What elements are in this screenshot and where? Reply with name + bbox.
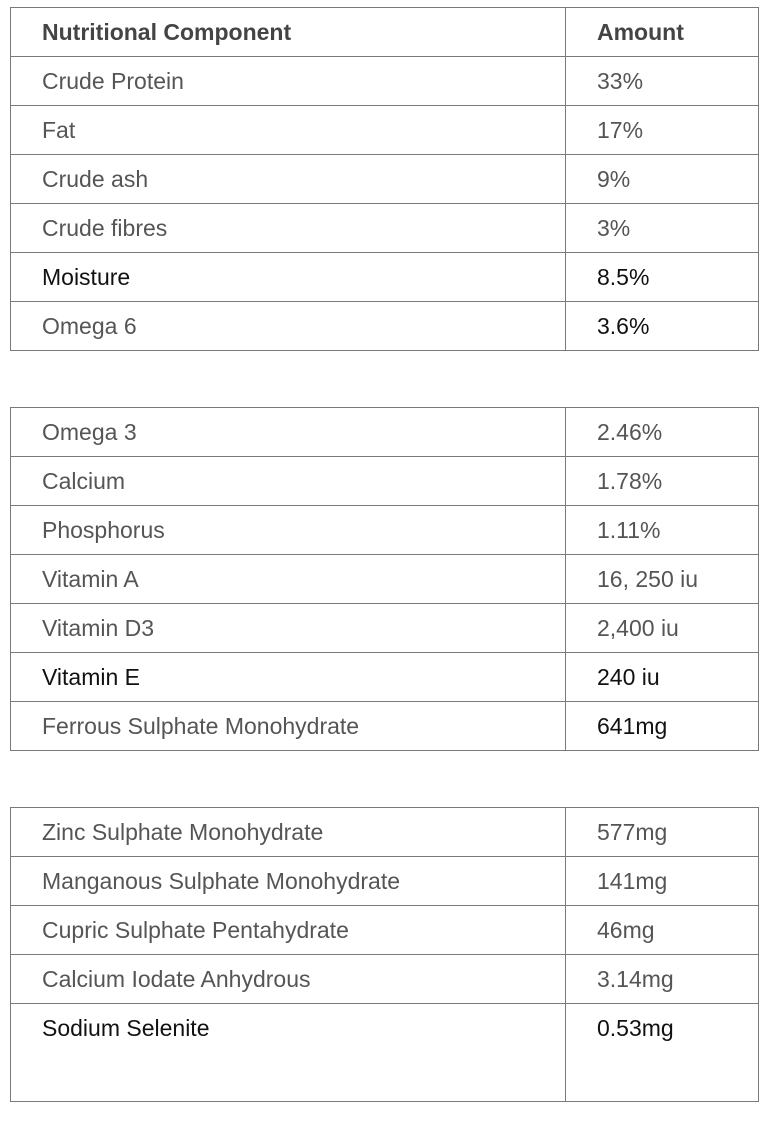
amount-cell: 17% [565, 105, 759, 155]
component-cell: Crude Protein [10, 56, 566, 106]
component-cell: Zinc Sulphate Monohydrate [10, 807, 566, 857]
table-row: Manganous Sulphate Monohydrate 141mg [10, 856, 759, 906]
amount-cell: 240 iu [565, 652, 759, 702]
component-cell: Ferrous Sulphate Monohydrate [10, 701, 566, 751]
table-row: Fat 17% [10, 105, 759, 155]
table-row: Omega 6 3.6% [10, 301, 759, 351]
component-cell: Omega 3 [10, 407, 566, 457]
table-row: Zinc Sulphate Monohydrate 577mg [10, 807, 759, 857]
table-row: Crude fibres 3% [10, 203, 759, 253]
component-cell: Cupric Sulphate Pentahydrate [10, 905, 566, 955]
table-row: Calcium Iodate Anhydrous 3.14mg [10, 954, 759, 1004]
amount-cell: 3.14mg [565, 954, 759, 1004]
table-row: Cupric Sulphate Pentahydrate 46mg [10, 905, 759, 955]
component-cell: Fat [10, 105, 566, 155]
component-cell: Phosphorus [10, 505, 566, 555]
amount-cell: 33% [565, 56, 759, 106]
table-header-row: Nutritional Component Amount [10, 7, 759, 57]
table-row: Moisture 8.5% [10, 252, 759, 302]
component-cell: Crude ash [10, 154, 566, 204]
amount-cell: 0.53mg [565, 1003, 759, 1102]
table-row: Vitamin D3 2,400 iu [10, 603, 759, 653]
amount-cell: 9% [565, 154, 759, 204]
nutrition-table-2: Omega 3 2.46% Calcium 1.78% Phosphorus 1… [10, 407, 759, 751]
amount-cell: 641mg [565, 701, 759, 751]
amount-cell: 141mg [565, 856, 759, 906]
component-cell: Manganous Sulphate Monohydrate [10, 856, 566, 906]
component-cell: Moisture [10, 252, 566, 302]
table-row: Calcium 1.78% [10, 456, 759, 506]
component-cell: Sodium Selenite [10, 1003, 566, 1102]
nutrition-table-3: Zinc Sulphate Monohydrate 577mg Manganou… [10, 807, 759, 1102]
nutrition-table-1: Nutritional Component Amount Crude Prote… [10, 7, 759, 351]
amount-cell: 46mg [565, 905, 759, 955]
table-row: Vitamin E 240 iu [10, 652, 759, 702]
component-cell: Crude fibres [10, 203, 566, 253]
amount-cell: 2,400 iu [565, 603, 759, 653]
amount-cell: 3.6% [565, 301, 759, 351]
table-row: Omega 3 2.46% [10, 407, 759, 457]
amount-cell: 1.78% [565, 456, 759, 506]
amount-cell: 2.46% [565, 407, 759, 457]
amount-cell: 1.11% [565, 505, 759, 555]
table-row: Ferrous Sulphate Monohydrate 641mg [10, 701, 759, 751]
header-amount: Amount [565, 7, 759, 57]
component-cell: Calcium [10, 456, 566, 506]
component-cell: Omega 6 [10, 301, 566, 351]
component-cell: Vitamin D3 [10, 603, 566, 653]
table-row: Vitamin A 16, 250 iu [10, 554, 759, 604]
table-row: Crude ash 9% [10, 154, 759, 204]
table-row: Crude Protein 33% [10, 56, 759, 106]
amount-cell: 16, 250 iu [565, 554, 759, 604]
amount-cell: 8.5% [565, 252, 759, 302]
amount-cell: 3% [565, 203, 759, 253]
header-nutritional-component: Nutritional Component [10, 7, 566, 57]
amount-cell: 577mg [565, 807, 759, 857]
component-cell: Vitamin E [10, 652, 566, 702]
component-cell: Vitamin A [10, 554, 566, 604]
table-row: Sodium Selenite 0.53mg [10, 1003, 759, 1102]
component-cell: Calcium Iodate Anhydrous [10, 954, 566, 1004]
table-row: Phosphorus 1.11% [10, 505, 759, 555]
